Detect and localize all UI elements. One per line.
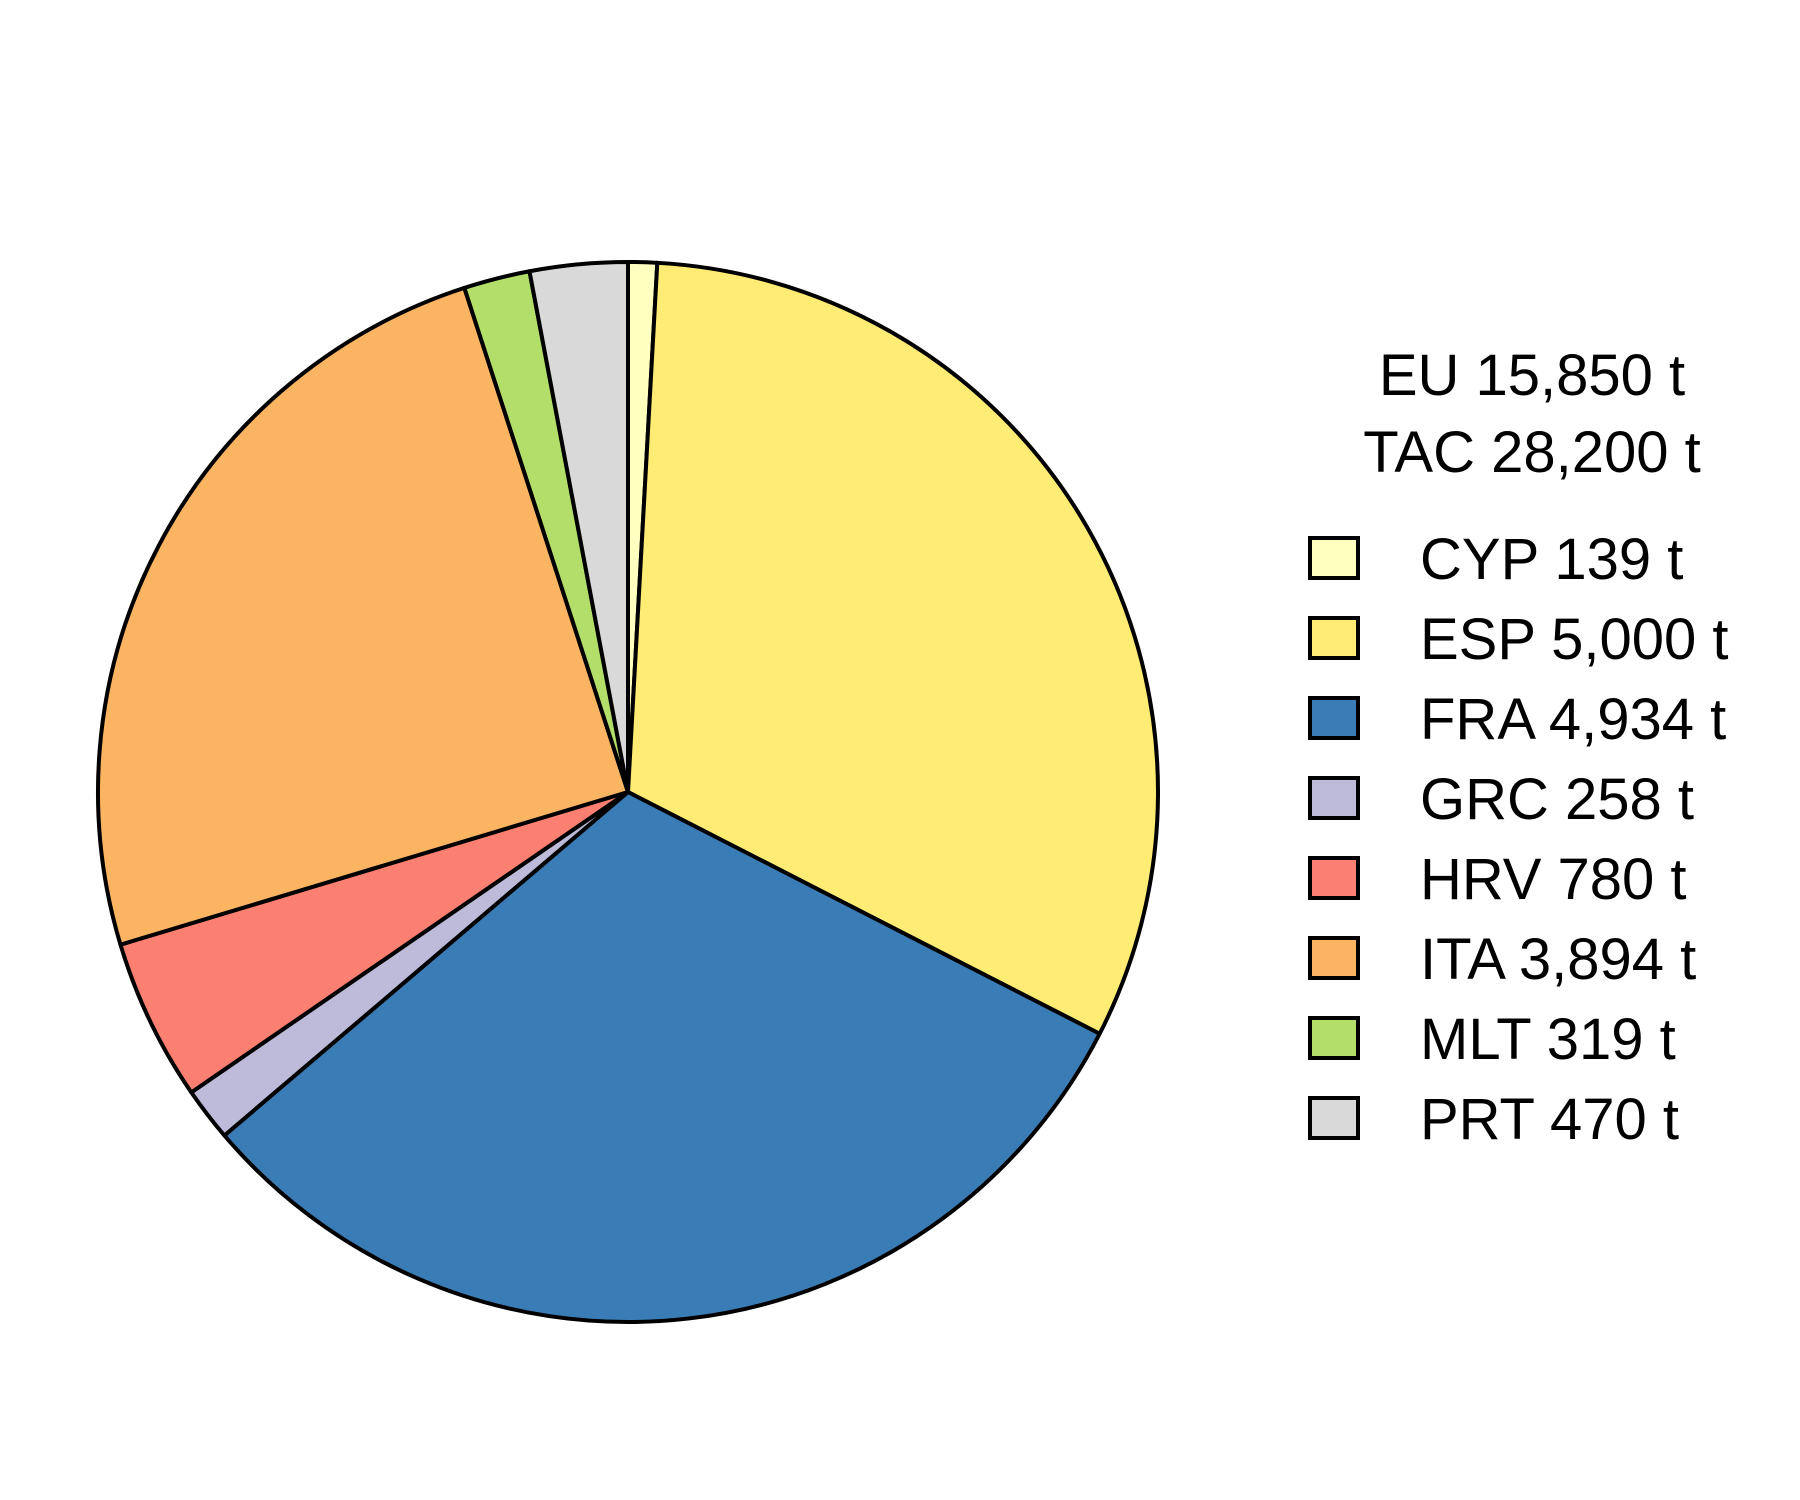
legend-label-esp: ESP 5,000 t	[1420, 607, 1729, 672]
legend-label-mlt: MLT 319 t	[1420, 1007, 1676, 1072]
legend-label-cyp: CYP 139 t	[1420, 527, 1683, 592]
pie-slices	[96, 260, 1160, 1324]
legend-swatch-hrv	[1308, 856, 1360, 900]
legend-label-grc: GRC 258 t	[1420, 767, 1694, 832]
legend-swatch-prt	[1308, 1096, 1360, 1140]
legend-title-line-2: TAC 28,200 t	[1363, 420, 1700, 485]
legend-swatch-esp	[1308, 616, 1360, 660]
legend-label-prt: PRT 470 t	[1420, 1087, 1679, 1152]
legend-swatch-ita	[1308, 936, 1360, 980]
legend-label-fra: FRA 4,934 t	[1420, 687, 1726, 752]
legend-swatch-cyp	[1308, 536, 1360, 580]
pie-slice-fra	[222, 790, 1102, 1324]
pie-slice-prt	[527, 260, 630, 794]
pie-slice-esp	[626, 260, 1160, 1036]
legend-items: CYP 139 t ESP 5,000 t FRA 4,934 t GRC 258 t…	[1308, 527, 1729, 1152]
pie-slice-ita	[96, 285, 630, 947]
legend-swatch-mlt	[1308, 1016, 1360, 1060]
legend-swatch-fra	[1308, 696, 1360, 740]
legend-label-ita: ITA 3,894 t	[1420, 927, 1696, 992]
legend-swatch-grc	[1308, 776, 1360, 820]
legend-label-hrv: HRV 780 t	[1420, 847, 1687, 912]
legend-title-line-1: EU 15,850 t	[1379, 343, 1685, 408]
legend: EU 15,850 t TAC 28,200 t CYP 139 t ESP 5,…	[1308, 343, 1729, 1152]
pie-slice-hrv	[118, 790, 630, 1095]
